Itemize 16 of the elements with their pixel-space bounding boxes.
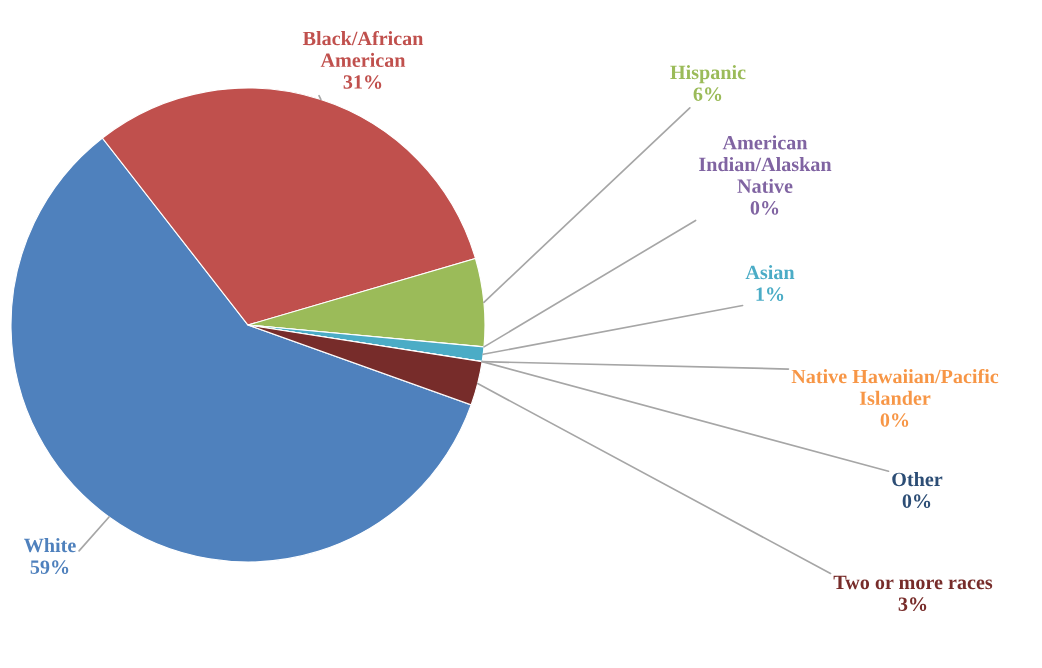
data-label: 59% [30, 560, 69, 574]
slice-label: Black/African American [302, 30, 424, 68]
slice-label: White [24, 537, 76, 553]
slice-label: Two or more races [833, 575, 993, 590]
data-label: 6% [693, 87, 722, 101]
category-label: American Indian/Alaskan Native [699, 135, 832, 193]
data-label: 3% [898, 597, 927, 611]
category-label: Native Hawaiian/Pacific Islander [791, 368, 999, 406]
slice-label: Asian [745, 264, 795, 280]
slice-label: Hispanic [670, 64, 746, 84]
data-label: 1% [756, 287, 784, 301]
data-label: 31% [343, 75, 382, 89]
text: 0% [880, 413, 909, 427]
text: 0% [750, 201, 779, 215]
text: 0% [902, 494, 931, 508]
category-label: Other [892, 471, 943, 487]
